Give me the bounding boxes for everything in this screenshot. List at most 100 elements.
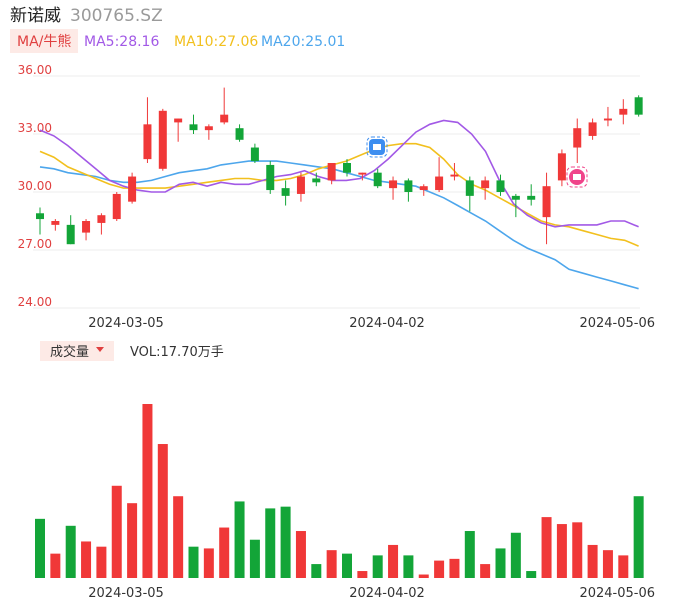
candle (281, 180, 290, 206)
y-tick-label: 30.00 (18, 179, 52, 193)
candle (573, 118, 582, 163)
ma-tab-label[interactable]: MA/牛熊 (17, 34, 71, 50)
legend-ma20: MA20:25.01 (261, 34, 345, 50)
candle (266, 161, 275, 194)
candle (97, 213, 106, 235)
candle-body (296, 176, 305, 194)
volume-tab-label[interactable]: 成交量 (50, 344, 89, 360)
candle (373, 168, 382, 189)
candle (204, 124, 213, 140)
volume-bar (249, 539, 260, 578)
legend-ma10: MA10:27.06 (174, 34, 258, 50)
x-tick-label: 2024-05-06 (579, 316, 655, 331)
dropdown-triangle-icon[interactable] (96, 347, 104, 352)
volume-bar (157, 444, 168, 578)
candle-body (143, 124, 152, 160)
candle-body (435, 176, 444, 191)
volume-bar (295, 531, 306, 578)
candle-body (619, 108, 628, 115)
candle-body (450, 174, 459, 177)
candle (82, 219, 91, 241)
candle-body (235, 128, 244, 140)
candle (450, 163, 459, 181)
volume-bar (265, 508, 276, 578)
candle-body (358, 172, 367, 175)
candle-body (404, 180, 413, 192)
x-tick-label: 2024-04-02 (349, 586, 425, 601)
candle (527, 184, 536, 206)
candle (158, 108, 167, 171)
volume-bar (526, 571, 537, 578)
pink-signal-badge-icon[interactable] (566, 166, 588, 188)
candle (481, 176, 490, 200)
legend-ma5: MA5:28.16 (84, 34, 159, 50)
candle-body (389, 180, 398, 189)
volume-bar (203, 548, 214, 578)
volume-bar (449, 558, 460, 578)
candle-body (542, 186, 551, 218)
candle-body (174, 118, 183, 123)
volume-bar (372, 555, 383, 578)
candle-body (327, 163, 336, 181)
x-tick-label: 2024-03-05 (88, 316, 164, 331)
stock-code: 300765.SZ (70, 6, 163, 26)
candle-body (97, 215, 106, 223)
volume-bar (326, 550, 337, 578)
candle (588, 118, 597, 140)
candle-body (204, 126, 213, 131)
candle (496, 174, 505, 196)
ma-tab-background[interactable] (10, 29, 78, 53)
x-axis-ticks-volume: 2024-03-05 2024-04-02 2024-05-06 (88, 586, 655, 601)
volume-bar (65, 525, 76, 578)
ma10-line (39, 142, 639, 247)
volume-bar (127, 503, 138, 578)
volume-bar (50, 553, 61, 578)
y-tick-label: 27.00 (18, 237, 52, 251)
candle-body (158, 110, 167, 169)
volume-tab-background[interactable] (40, 341, 114, 361)
candle (343, 159, 351, 177)
candle-body (250, 147, 259, 162)
candle-body (82, 221, 91, 233)
volume-bar (219, 527, 230, 578)
y-tick-label: 36.00 (18, 63, 52, 77)
blue-signal-badge-icon[interactable] (366, 136, 388, 158)
candle-body (527, 195, 536, 200)
volume-bar (342, 553, 352, 578)
volume-bar (111, 485, 122, 578)
volume-bar (311, 564, 322, 578)
ma20-line (39, 160, 639, 290)
candle (634, 95, 643, 117)
volume-value-label: VOL:17.70万手 (130, 345, 224, 360)
volume-bar (96, 546, 107, 578)
volume-bar (572, 522, 583, 578)
stock-name: 新诺威 (10, 6, 61, 26)
volume-bar (602, 550, 613, 578)
candle-body (465, 180, 474, 196)
candle (128, 172, 137, 204)
volume-bar (418, 574, 429, 578)
candle-body (220, 114, 229, 123)
volume-bar (618, 555, 629, 578)
volume-bar (587, 544, 598, 578)
candle (511, 193, 520, 218)
candle-body (634, 97, 643, 115)
candle-body (266, 164, 275, 191)
candle (220, 87, 229, 125)
volume-bar (556, 524, 567, 578)
volume-bars (35, 404, 644, 578)
candle-body (481, 180, 490, 189)
candle-body (189, 124, 198, 131)
candle-body (557, 153, 566, 181)
candle-body (419, 186, 428, 191)
candle (435, 157, 444, 192)
volume-bar (234, 501, 245, 578)
candle-body (36, 213, 44, 220)
volume-bar (403, 555, 414, 578)
candle (312, 172, 321, 187)
candle-body (112, 193, 121, 220)
volume-bar (142, 404, 153, 578)
candle-body (603, 118, 612, 121)
volume-bar (35, 518, 45, 578)
